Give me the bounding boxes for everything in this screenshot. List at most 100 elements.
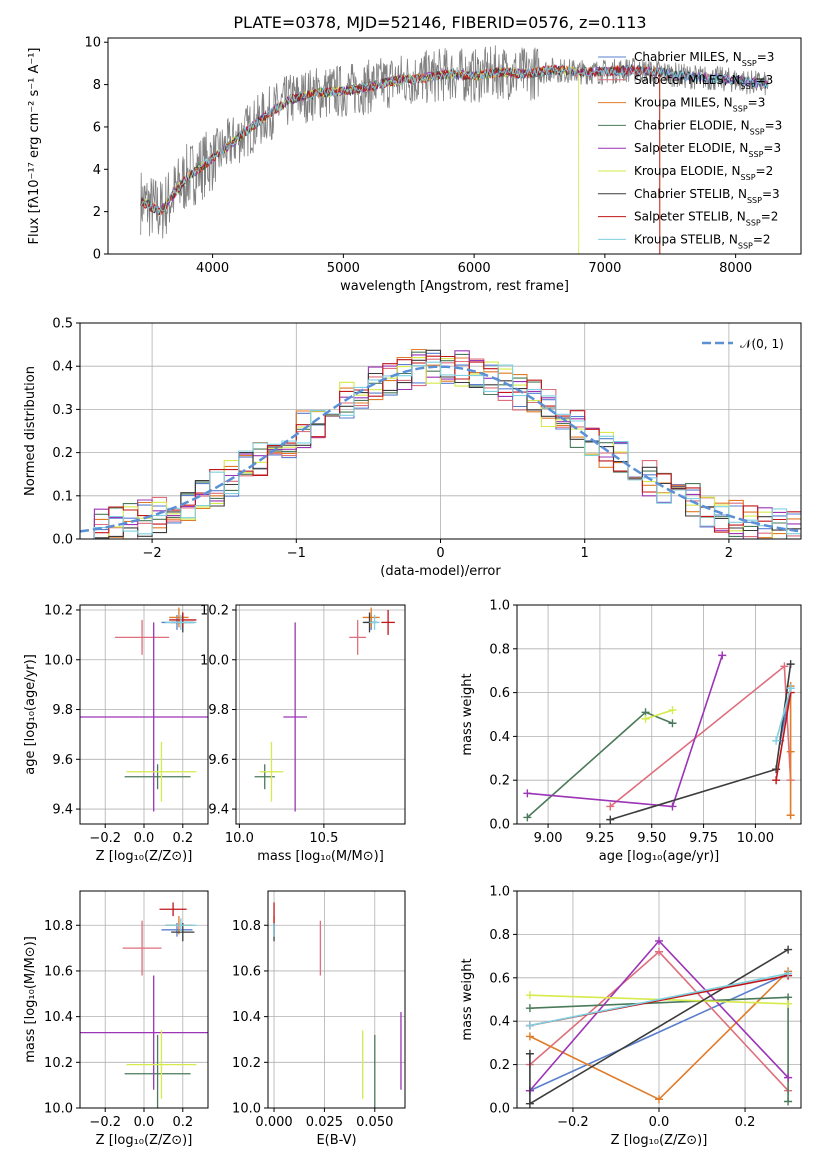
axes-frame (79, 604, 209, 825)
y-tick-label: 0.6 (489, 971, 510, 986)
y-tick-label: 0.1 (52, 489, 73, 504)
weight-series (772, 684, 795, 745)
y-tick-label: 0.0 (489, 818, 510, 833)
axes-frame (79, 322, 802, 540)
weight-marker (668, 719, 677, 728)
y-tick-label: 10.8 (44, 919, 73, 934)
x-tick-label: 0.000 (255, 1115, 292, 1130)
error-bar-point (122, 920, 162, 976)
error-bar-point (124, 1034, 191, 1108)
y-tick-label: 0.2 (489, 774, 510, 789)
x-tick-label: 9.00 (534, 831, 563, 846)
x-tick-label: 1 (581, 546, 589, 561)
y-tick-label: 6 (93, 120, 101, 135)
y-tick-label: 10.0 (44, 1102, 73, 1117)
y-tick-label: 0.8 (489, 928, 510, 943)
weight-marker (786, 660, 795, 669)
panel-spectrum: 4000 5000 6000 7000 8000 0 2 4 6 8 10 wavelength [A… (27, 36, 802, 294)
weight-marker (772, 776, 781, 785)
weight-line (775, 692, 792, 781)
weight-marker (655, 936, 663, 945)
y-tick-label: 0.8 (489, 642, 510, 657)
x-tick-label: 9.25 (585, 831, 614, 846)
gaussian-curve (80, 365, 799, 533)
error-bar-point (349, 619, 367, 655)
y-axis-label: Normed distribution (23, 366, 38, 496)
panel-age-vs-z: −0.2 0.0 0.2 9.4 9.6 9.8 10.0 10.2 Z [log₁₀(Z/Z⊙… (23, 603, 209, 864)
axes-frame (107, 37, 802, 255)
x-tick-label: 0.2 (735, 1115, 756, 1130)
axes-frame (267, 890, 406, 1109)
residual-histogram (80, 355, 801, 539)
errorbar-plot (254, 607, 395, 812)
weight-line (529, 972, 789, 1027)
x-tick-label: 9.50 (637, 831, 666, 846)
y-tick-label: 10.2 (44, 1056, 73, 1071)
x-tick-label: 4000 (196, 261, 229, 276)
y-tick-label: 10.4 (44, 1010, 73, 1025)
y-tick-label: 10.0 (44, 653, 73, 668)
weight-marker (668, 706, 677, 715)
y-axis-label: Flux [fλ10⁻¹⁷ erg cm⁻² s⁻¹ A⁻¹] (27, 48, 42, 245)
error-bar-point (126, 741, 197, 802)
weight-marker (784, 999, 793, 1008)
weight-marker (525, 1021, 534, 1030)
legend-label: 𝒩(0, 1) (740, 337, 784, 351)
weight-marker (655, 947, 663, 956)
y-tick-label: 9.4 (208, 803, 229, 818)
x-axis-label: Z [log₁₀(Z/Z⊙)] (96, 849, 193, 864)
y-tick-label: 9.4 (52, 803, 73, 818)
y-tick-label: 0.5 (52, 317, 73, 332)
y-tick-label: 8 (93, 78, 101, 93)
weight-marker (523, 789, 532, 798)
panel-mass-vs-z: −0.2 0.0 0.2 10.0 10.2 10.4 10.6 10.8 Z [log₁₀(Z… (23, 890, 209, 1148)
weight-marker (606, 802, 615, 811)
y-tick-label: 0.2 (52, 446, 73, 461)
y-tick-label: 10.4 (232, 1010, 261, 1025)
y-tick-label: 0.3 (52, 403, 73, 418)
x-tick-label: 0.2 (172, 1115, 193, 1130)
weight-series (523, 651, 727, 811)
x-tick-label: −0.2 (89, 1115, 121, 1130)
legend-label: Kroupa ELODIE, NSSP=2 (634, 164, 773, 182)
weight-marker (525, 1099, 534, 1108)
y-tick-label: 10.0 (200, 653, 229, 668)
axes-frame (235, 604, 406, 825)
spectrum-legend: Chabrier MILES, NSSP=3 Salpeter MILES, NS… (598, 50, 782, 250)
y-tick-label: 1.0 (489, 599, 510, 614)
weight-marker (525, 991, 534, 1000)
error-bar-point (80, 622, 208, 812)
y-axis-label: mass [log₁₀(M/M⊙)] (23, 936, 38, 1063)
legend-label: Chabrier MILES, NSSP=3 (634, 50, 774, 68)
y-tick-label: 10.8 (232, 919, 261, 934)
model-spectrum-line (140, 65, 580, 254)
weight-marker (772, 736, 781, 745)
panel-age-vs-mass: 10.0 10.5 9.4 9.6 9.8 10.0 10.2 mass [log₁₀(M/M… (200, 603, 406, 864)
weight-plot (525, 936, 793, 1108)
axes-frame (516, 890, 802, 1109)
error-bar-point (159, 902, 187, 917)
error-bar-point (165, 614, 197, 630)
panel-weight-vs-z: −0.2 0.0 0.2 0.0 0.2 0.4 0.6 0.8 1.0 Z [log₁₀(Z/Z… (460, 885, 802, 1148)
x-tick-label: 7000 (588, 261, 621, 276)
x-axis-label: wavelength [Angstrom, rest frame] (340, 279, 569, 294)
y-tick-label: 0.0 (52, 533, 73, 548)
error-bar-point (165, 918, 197, 933)
weight-marker (772, 765, 781, 774)
error-bar-point (362, 607, 380, 628)
x-tick-label: 8000 (719, 261, 752, 276)
weight-marker (786, 811, 795, 820)
x-tick-label: 0.2 (172, 831, 193, 846)
x-axis-label: mass [log₁₀(M/M⊙)] (257, 849, 384, 864)
weight-marker (718, 651, 727, 660)
weight-marker (786, 747, 795, 756)
x-tick-label: 2 (725, 546, 733, 561)
y-tick-label: 2 (93, 205, 101, 220)
weight-marker (786, 684, 795, 693)
x-tick-label: 10.0 (225, 831, 254, 846)
legend-label: Salpeter STELIB, NSSP=2 (634, 210, 778, 228)
x-axis-label: (data-model)/error (380, 564, 501, 579)
weight-marker (525, 1049, 534, 1058)
